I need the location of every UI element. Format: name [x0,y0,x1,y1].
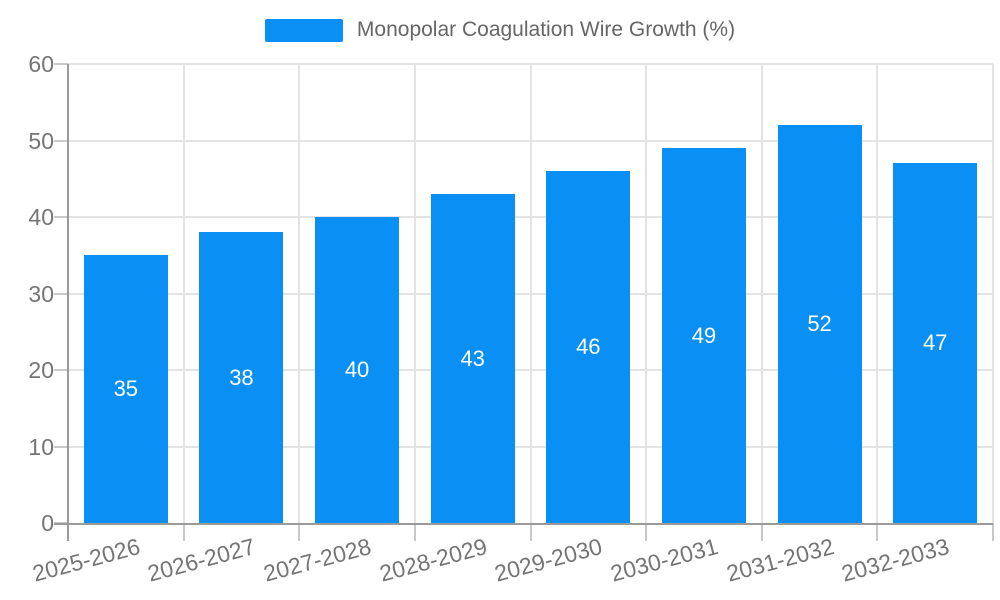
x-axis-tick-label: 2029-2030 [492,533,606,587]
x-gridline [760,64,763,523]
x-axis-tick-label: 2031-2032 [723,533,837,587]
x-gridline [182,64,185,523]
bar-2032-2033: 47 [893,163,978,523]
y-axis-tick [54,216,68,218]
y-axis-tick-label: 20 [28,357,54,383]
bar-2031-2032: 52 [777,125,862,523]
bar-2025-2026: 35 [83,255,168,523]
x-axis-tick [992,523,994,541]
bar-value-label: 47 [922,330,948,356]
x-axis-tick-label: 2030-2031 [607,533,721,587]
x-axis-line [54,523,993,525]
x-gridline [298,64,301,523]
x-axis-tick-label: 2032-2033 [838,533,952,587]
y-axis-tick-label: 10 [28,433,54,460]
x-gridline [529,64,532,523]
bar-value-label: 35 [113,376,139,402]
legend-label: Monopolar Coagulation Wire Growth (%) [356,18,736,41]
y-axis-tick-label: 40 [28,204,54,230]
bar-2029-2030: 46 [546,171,631,523]
chart-legend[interactable]: Monopolar Coagulation Wire Growth (%) [0,18,1000,42]
x-axis-tick [182,523,185,541]
bar-value-label: 40 [344,357,370,382]
y-axis-tick-label: 60 [28,51,54,77]
x-axis-tick [298,523,301,541]
bar-value-label: 43 [460,345,485,371]
x-gridline [645,64,648,523]
x-axis-tick [413,523,416,541]
bar-2030-2031: 49 [661,148,746,523]
x-axis-tick [645,523,648,541]
y-axis-tick-label: 50 [28,127,54,154]
y-axis-tick-label: 30 [28,280,54,307]
bar-2028-2029: 43 [430,194,515,523]
y-axis-line [67,64,69,541]
bar-2026-2027: 38 [199,232,284,523]
bar-value-label: 49 [691,322,717,348]
x-axis-tick-label: 2027-2028 [260,533,374,587]
x-axis-tick [529,523,532,541]
y-axis-tick [54,445,68,448]
x-axis-tick-label: 2026-2027 [145,533,259,587]
x-axis-tick [876,523,879,541]
y-axis-tick [54,139,68,142]
y-axis-tick [54,63,68,65]
y-axis-tick-label: 0 [41,510,54,536]
bar-2027-2028: 40 [315,217,400,523]
x-gridline [876,64,879,523]
bar-value-label: 38 [229,364,254,390]
x-axis-tick [760,523,763,541]
y-axis-tick [54,369,68,371]
legend-swatch[interactable] [264,18,343,42]
bar-value-label: 46 [576,334,601,360]
x-gridline [992,64,994,523]
y-axis-tick [54,292,68,295]
x-gridline [413,64,416,523]
x-axis-tick-label: 2025-2026 [29,533,143,587]
x-axis-tick-label: 2028-2029 [376,533,490,587]
bar-value-label: 52 [807,311,832,337]
